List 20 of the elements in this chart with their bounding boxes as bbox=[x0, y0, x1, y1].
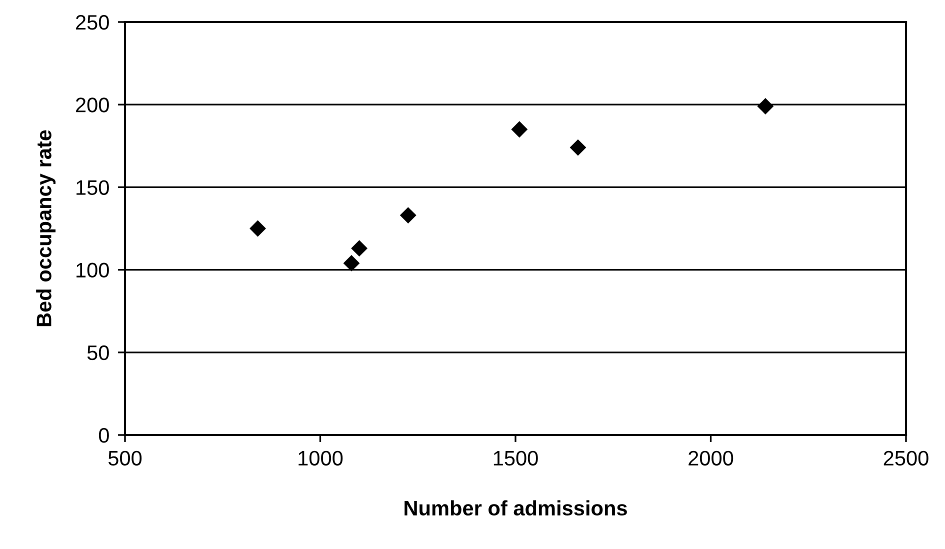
point bbox=[351, 240, 368, 257]
x-tick-label: 500 bbox=[108, 450, 142, 466]
y-tick-label: 150 bbox=[76, 180, 109, 195]
point bbox=[250, 220, 266, 237]
point bbox=[511, 121, 528, 138]
y-tick-label: 200 bbox=[76, 98, 109, 112]
x-tick-label: 1500 bbox=[494, 450, 538, 466]
y-tick-label: 100 bbox=[76, 262, 109, 278]
point bbox=[400, 207, 416, 224]
x-tick-label: 2000 bbox=[688, 450, 734, 466]
x-tick-label: 1000 bbox=[298, 450, 343, 466]
y-tick-label: 50 bbox=[87, 345, 109, 360]
point bbox=[757, 98, 774, 114]
x-tick-label: 2500 bbox=[884, 450, 928, 466]
x-axis-title: Number of admissions bbox=[404, 500, 627, 516]
point bbox=[570, 139, 586, 156]
y-axis-title: Bed occupancy rate bbox=[36, 130, 56, 326]
y-tick-label: 250 bbox=[76, 15, 109, 30]
point bbox=[343, 254, 360, 272]
y-tick-label: 0 bbox=[98, 428, 109, 443]
